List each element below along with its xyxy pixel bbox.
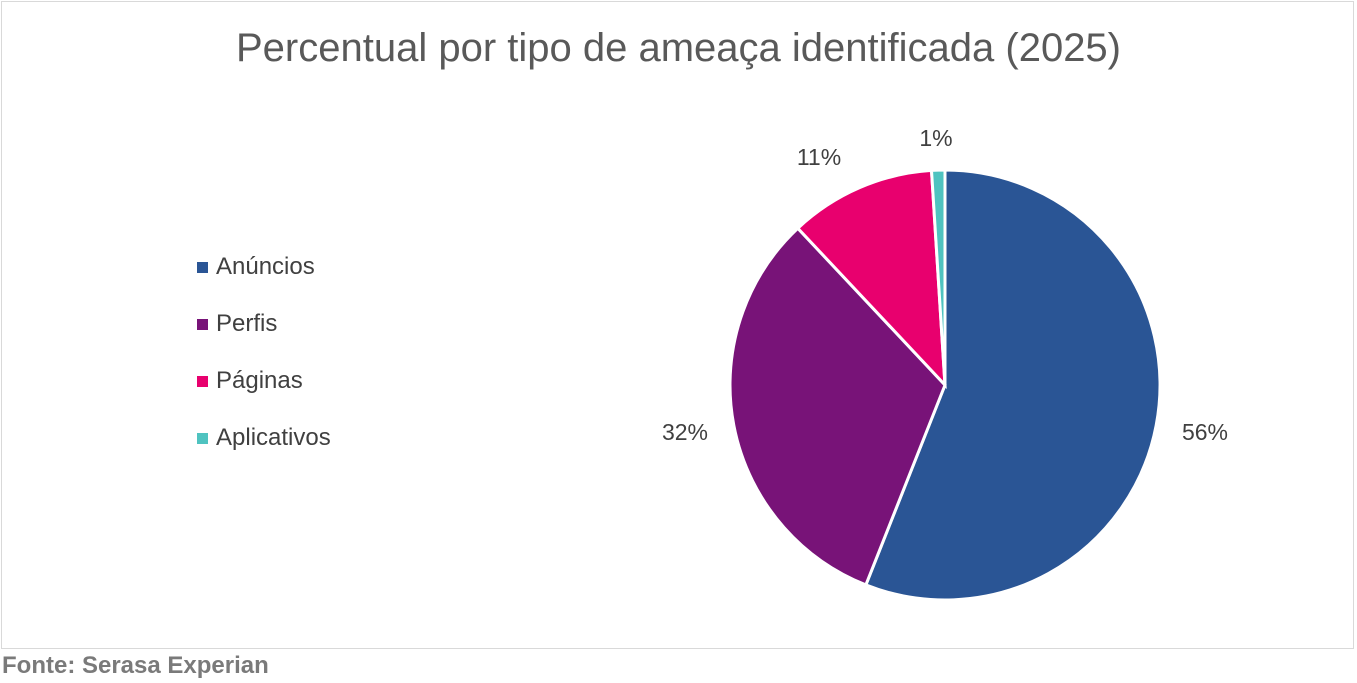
pie-slice-paginas — [795, 168, 947, 390]
pie-slice-anuncios — [863, 168, 1162, 602]
pie-slice-aplicativos — [929, 168, 947, 386]
legend-label: Anúncios — [216, 253, 315, 280]
legend-item-anuncios: Anúncios — [197, 253, 315, 281]
legend-swatch — [197, 375, 208, 387]
pie-slice-perfis — [728, 226, 947, 587]
legend-label: Páginas — [216, 367, 303, 394]
data-label: 11% — [797, 144, 841, 170]
data-label: 56% — [1182, 419, 1228, 445]
legend-label: Perfis — [216, 310, 278, 337]
legend-swatch — [197, 261, 208, 273]
source-note: Fonte: Serasa Experian — [2, 652, 269, 679]
legend-label: Aplicativos — [216, 424, 331, 451]
legend-swatch — [197, 318, 208, 330]
legend-swatch — [197, 432, 208, 444]
data-label: 32% — [662, 419, 708, 445]
chart-frame — [1, 1, 1354, 649]
data-label: 1% — [919, 125, 952, 151]
chart-title: Percentual por tipo de ameaça identifica… — [236, 26, 1121, 70]
legend-item-paginas: Páginas — [197, 367, 303, 395]
legend-item-perfis: Perfis — [197, 310, 277, 338]
legend-item-aplicativos: Aplicativos — [197, 424, 331, 452]
